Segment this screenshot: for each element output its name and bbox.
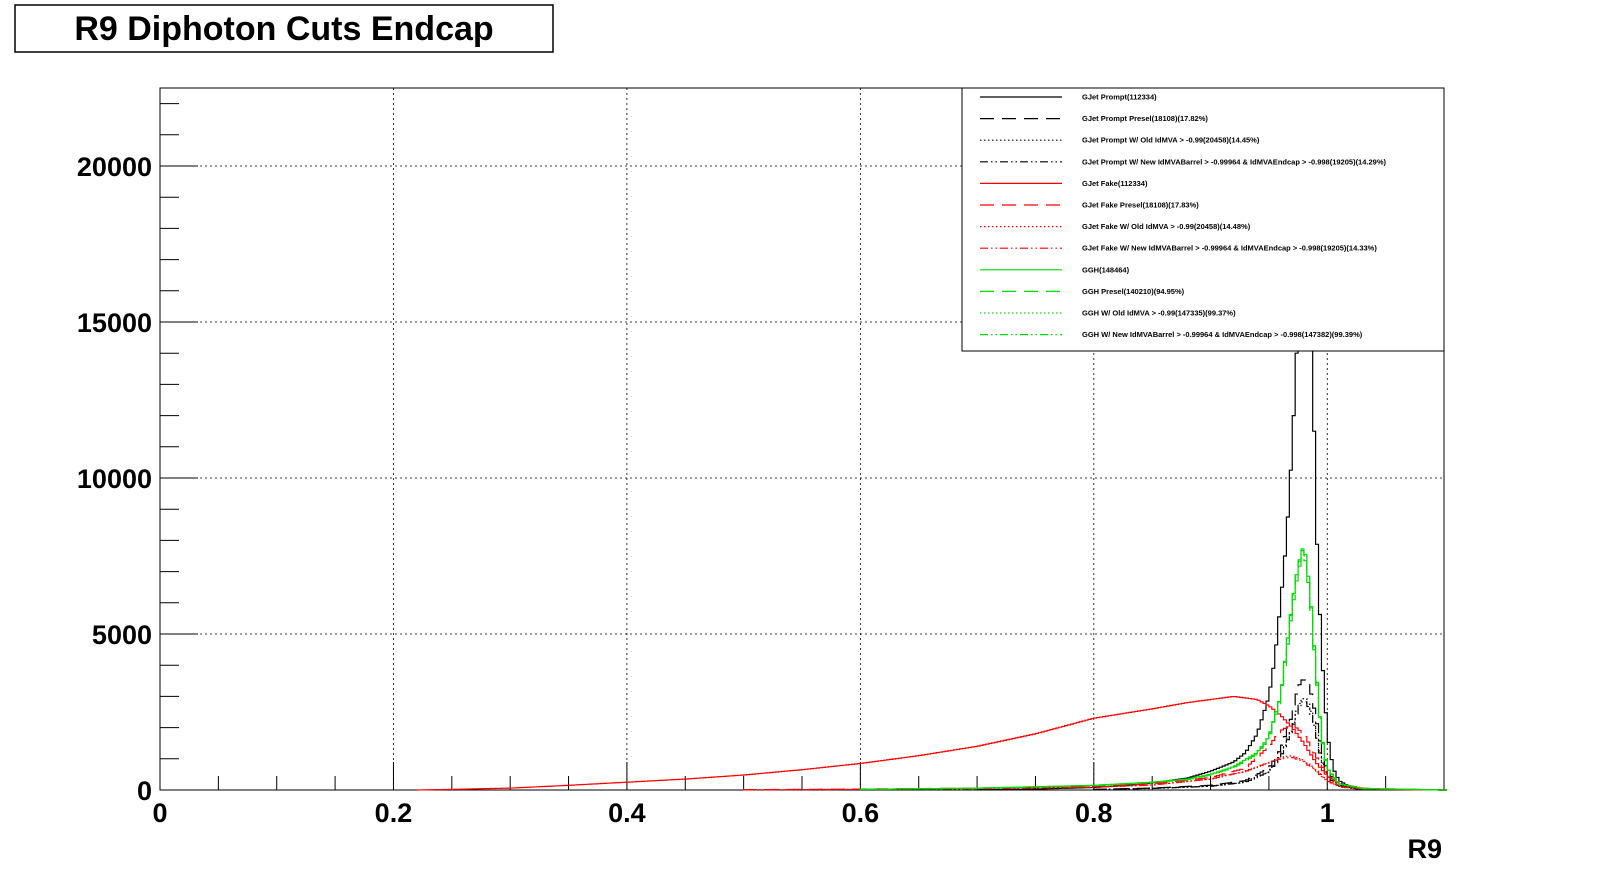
legend-entry-10: GGH W/ Old IdMVA > -0.99(147335)(99.37%) — [1082, 309, 1236, 318]
legend-entry-4: GJet Fake(112334) — [1082, 179, 1148, 188]
title-box — [14, 4, 554, 53]
x-tick-label-2: 0.4 — [608, 798, 646, 828]
x-tick-label-5: 1 — [1320, 798, 1335, 828]
x-tick-label-4: 0.8 — [1075, 798, 1113, 828]
x-tick-label-3: 0.6 — [842, 798, 880, 828]
series-line-9 — [859, 554, 1447, 791]
x-tick-label-0: 0 — [152, 798, 167, 828]
legend-entry-1: GJet Prompt Presel(18108)(17.82%) — [1082, 114, 1208, 123]
series-line-10 — [859, 549, 1447, 791]
series-line-5 — [743, 724, 1447, 791]
y-tick-label-4: 20000 — [77, 152, 152, 182]
legend-entry-8: GGH(148464) — [1082, 265, 1130, 274]
y-tick-label-0: 0 — [137, 776, 152, 806]
legend-entry-9: GGH Presel(140210)(94.95%) — [1082, 287, 1185, 296]
legend-entry-5: GJet Fake Presel(18108)(17.83%) — [1082, 201, 1199, 210]
axis-ticks: 0 0.2 0.4 0.6 0.8 1 0 5000 10000 15000 20000 — [77, 103, 1445, 828]
y-tick-label-2: 10000 — [77, 464, 152, 494]
series-line-7 — [743, 756, 1447, 791]
series-line-1 — [1093, 679, 1447, 791]
legend-entry-6: GJet Fake W/ Old IdMVA > -0.99(20458)(14… — [1082, 222, 1251, 231]
series-line-8 — [859, 548, 1447, 791]
series-line-3 — [1093, 701, 1447, 791]
x-tick-label-1: 0.2 — [375, 798, 413, 828]
legend-entry-11: GGH W/ New IdMVABarrel > -0.99964 & IdMV… — [1082, 330, 1363, 339]
legend: GJet Prompt(112334) GJet Prompt Presel(18… — [980, 93, 1386, 339]
x-axis-title: R9 — [1407, 834, 1442, 864]
legend-box — [961, 87, 1445, 352]
series-line-11 — [859, 549, 1447, 791]
legend-entry-7: GJet Fake W/ New IdMVABarrel > -0.99964 … — [1082, 244, 1377, 253]
y-tick-label-3: 15000 — [77, 308, 152, 338]
legend-entry-2: GJet Prompt W/ Old IdMVA > -0.99(20458)(… — [1082, 136, 1260, 145]
legend-entry-3: GJet Prompt W/ New IdMVABarrel > -0.9996… — [1082, 157, 1386, 166]
series-line-4 — [416, 695, 1447, 791]
y-tick-label-1: 5000 — [92, 620, 152, 650]
series-group — [416, 139, 1447, 791]
chart-title: R9 Diphoton Cuts Endcap — [74, 10, 493, 48]
legend-entry-0: GJet Prompt(112334) — [1082, 93, 1157, 102]
